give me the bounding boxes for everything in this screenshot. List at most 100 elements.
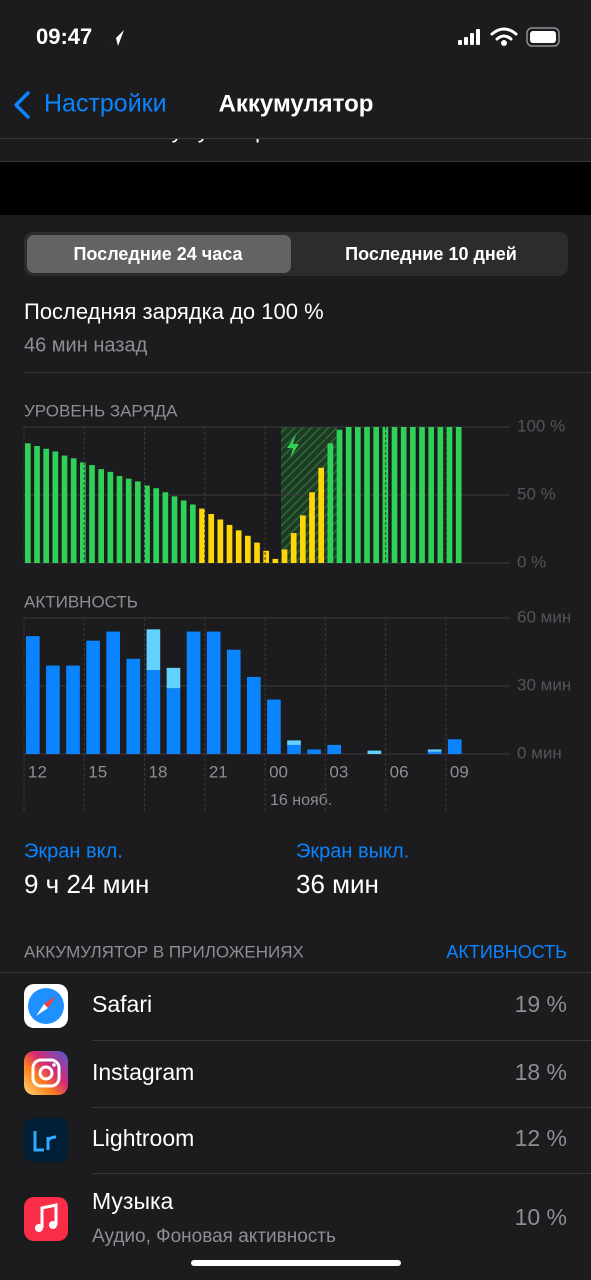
battery-bar [419,427,425,563]
date-annotation: 16 нояб. [270,792,332,809]
activity-bar [166,667,181,689]
x-tick-label: 21 [209,762,228,781]
activity-bar [247,676,261,754]
y-tick-label: 60 мин [517,607,571,626]
battery-bar [226,524,233,563]
activity-bar [267,699,281,754]
nav-title: Аккумулятор [219,90,374,117]
battery-bar [217,519,224,563]
activity-bar [427,749,442,752]
segment[interactable]: Последние 10 дней [345,244,517,264]
battery-bar [446,427,453,563]
section-action[interactable]: АКТИВНОСТЬ [446,942,567,962]
y-tick-label: 30 мин [517,675,571,694]
app-percent: 18 % [515,1059,567,1085]
activity-bar [367,750,382,754]
battery-bar [336,429,343,563]
battery-bar [391,427,398,563]
battery-bar [437,427,444,563]
battery-bar [180,500,187,563]
activity-bar [26,636,40,754]
activity-bar [106,631,121,754]
battery-bar [208,514,215,563]
battery-bar [272,558,279,563]
charging-icon [287,434,299,458]
battery-bar [235,530,242,563]
x-tick-label: 15 [88,762,107,781]
app-name[interactable]: Safari [92,991,152,1017]
activity-bar [146,629,161,671]
x-tick-label: 09 [450,762,469,781]
x-tick-label: 00 [269,762,288,781]
battery-bar [410,427,416,563]
stat-label: Экран вкл. [24,840,123,862]
activity-bar [427,751,442,754]
battery-bar [70,458,77,563]
stat-label: Экран выкл. [296,840,409,862]
battery-bar [34,446,40,563]
app-name[interactable]: Lightroom [92,1125,194,1151]
battery-bar [400,427,407,563]
segment[interactable]: Последние 24 часа [73,244,243,264]
battery-bar [300,515,306,563]
y-tick-label: 0 мин [517,743,562,762]
activity-bar [46,665,60,754]
activity-bar [447,739,462,754]
battery-bar [61,455,68,563]
battery-bar [144,485,150,563]
last-charge: Последняя зарядка до 100 % [24,299,324,324]
battery-bar [373,427,380,563]
battery-bar [364,427,370,563]
back-chevron[interactable] [14,91,30,119]
activity-bar [287,740,301,745]
battery-bar [135,481,141,563]
activity-bar [146,670,161,754]
battery-bar [309,492,315,563]
battery-bar [25,443,31,563]
app-detail: Аудио, Фоновая активность [92,1226,336,1247]
section-header: АККУМУЛЯТОР В ПРИЛОЖЕНИЯХ [24,942,304,961]
x-tick-label: 06 [390,762,409,781]
battery-bar [263,550,270,563]
stat-value: 36 мин [296,869,379,899]
battery-fill [530,31,556,43]
chart-title: УРОВЕНЬ ЗАРЯДА [24,401,178,420]
activity-bar [166,688,181,754]
app-name[interactable]: Instagram [92,1059,194,1085]
activity-bar [226,649,241,754]
battery-bar [89,465,95,563]
app-name[interactable]: Музыка [92,1188,174,1214]
activity-bar [206,631,221,754]
battery-bar [116,475,123,563]
app-percent: 12 % [515,1125,567,1151]
x-tick-label: 18 [149,762,168,781]
battery-bar [190,504,196,563]
chart-title: АКТИВНОСТЬ [24,592,138,611]
battery-bar [318,467,325,563]
last-charge-time: 46 мин назад [24,334,148,356]
home-indicator [191,1260,401,1266]
activity-bar [186,631,201,754]
battery-bar [107,471,114,563]
battery-bar [254,542,260,563]
y-tick-label: 100 % [517,416,565,435]
nav-bar [0,0,591,138]
location-icon [110,30,124,46]
battery-bar [345,427,352,563]
activity-bar [126,658,141,754]
segment-selected[interactable] [27,235,291,273]
back-button[interactable]: Настройки [44,90,167,118]
app-percent: 19 % [515,991,567,1017]
battery-bar [162,492,169,563]
battery-bar [43,448,50,563]
activity-bar [287,744,301,754]
stat-value: 9 ч 24 мин [24,869,149,899]
activity-bar [327,744,342,754]
battery-bar [153,488,160,563]
lightroom-icon [24,1118,68,1162]
battery-bar [327,443,334,563]
activity-bar [307,749,321,754]
battery-bar [245,535,251,563]
battery-bar [125,478,132,563]
battery-bar [171,496,178,563]
